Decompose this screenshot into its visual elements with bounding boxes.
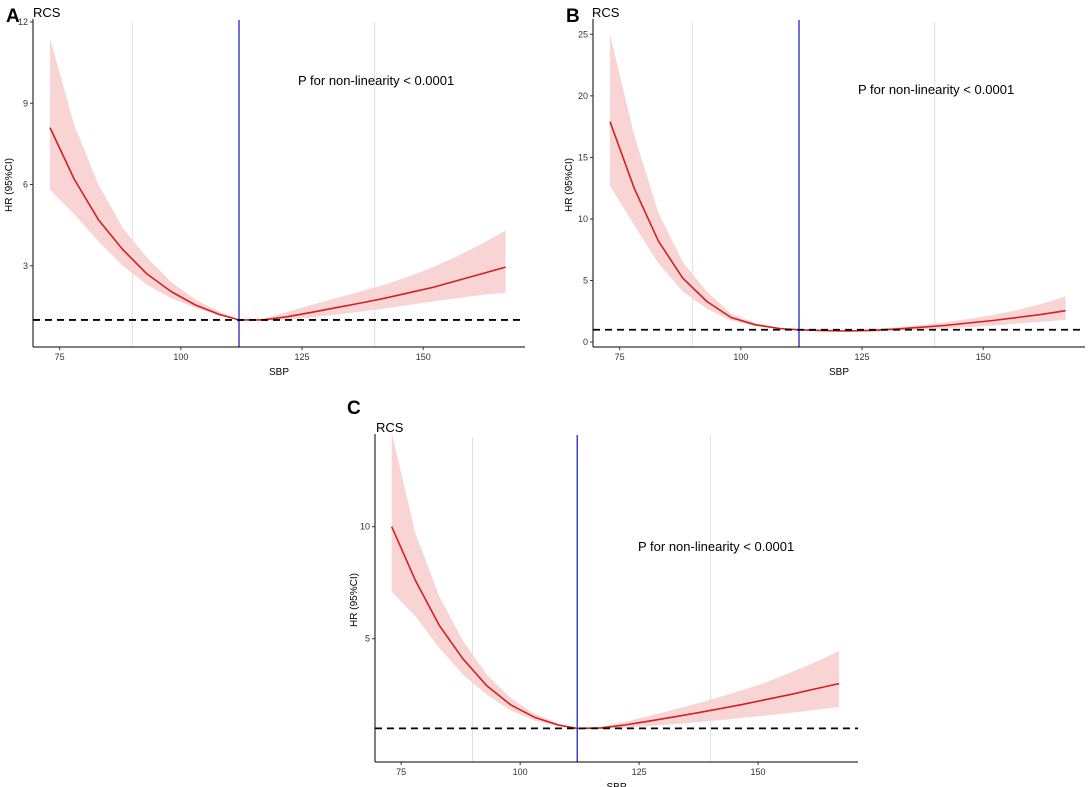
x-axis-label: SBP (269, 367, 289, 378)
panel-a: 75 100 125 150 3 6 9 12A RCS P for non-linearity … (4, 5, 525, 378)
panel-letter: A (6, 6, 20, 27)
y-axis-label: HR (95%CI) (564, 158, 575, 212)
y-tick-label: 15 (578, 152, 588, 162)
y-tick-label: 10 (360, 522, 370, 532)
x-tick-label: 125 (855, 352, 870, 362)
nonlinearity-annotation: P for non-linearity < 0.0001 (858, 82, 1014, 97)
y-tick-label: 5 (365, 634, 370, 644)
x-tick-label: 125 (632, 767, 647, 777)
x-tick-label: 150 (976, 352, 991, 362)
x-tick-label: 150 (416, 352, 431, 362)
y-tick-label: 0 (583, 337, 588, 347)
y-tick-label: 25 (578, 29, 588, 39)
chart-title: RCS (33, 5, 61, 20)
nonlinearity-annotation: P for non-linearity < 0.0001 (638, 539, 794, 554)
y-axis-label: HR (95%CI) (349, 573, 360, 627)
panel-letter: C (347, 398, 361, 419)
chart-title: RCS (592, 5, 620, 20)
y-tick-label: 10 (578, 214, 588, 224)
y-tick-label: 20 (578, 91, 588, 101)
y-tick-label: 6 (23, 180, 28, 190)
y-axis-label: HR (95%CI) (4, 158, 15, 212)
y-tick-label: 5 (583, 276, 588, 286)
ci-band (610, 34, 1066, 332)
x-tick-label: 75 (615, 352, 625, 362)
x-tick-label: 150 (751, 767, 766, 777)
x-tick-label: 125 (295, 352, 310, 362)
nonlinearity-annotation: P for non-linearity < 0.0001 (298, 73, 454, 88)
chart-title: RCS (376, 420, 404, 435)
x-tick-label: 100 (513, 767, 528, 777)
x-axis-label: SBP (606, 782, 626, 787)
panel-b: 75 100 125 150 0 5 10 15 20 25 B RCS P for non-linea… (564, 5, 1085, 378)
x-axis-label: SBP (829, 367, 849, 378)
y-tick-label: 3 (23, 261, 28, 271)
x-tick-label: 75 (55, 352, 65, 362)
x-tick-label: 100 (173, 352, 188, 362)
x-tick-label: 100 (733, 352, 748, 362)
ci-band (391, 432, 839, 729)
hr-line (609, 121, 1066, 332)
x-tick-label: 75 (396, 767, 406, 777)
panel-c: 75 100 125 150 5 10 C RCS P for non-linearity < … (347, 398, 858, 787)
ci-band (50, 38, 506, 321)
hr-line (49, 127, 506, 321)
panel-letter: B (566, 6, 580, 27)
y-tick-label: 9 (23, 98, 28, 108)
hr-line (390, 526, 840, 730)
y-tick-label: 12 (18, 17, 28, 27)
